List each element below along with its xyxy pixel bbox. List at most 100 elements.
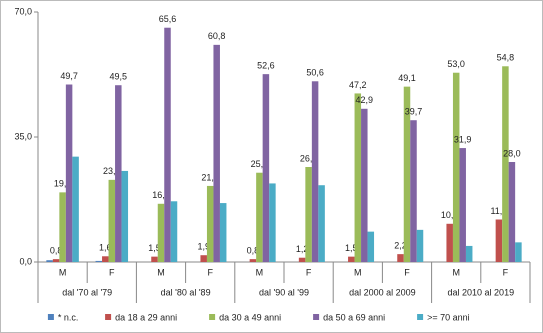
legend-label: da 30 a 49 anni xyxy=(219,312,281,322)
bar xyxy=(151,256,158,262)
bar xyxy=(318,185,325,262)
group-label: dal 2000 al 2009 xyxy=(349,287,416,297)
x-tick-label: F xyxy=(109,267,115,277)
data-label: 49,1 xyxy=(398,73,416,83)
bar xyxy=(502,66,509,263)
bar xyxy=(515,242,522,262)
group-label: dal '80 al '89 xyxy=(161,287,211,297)
data-label: 25,0 xyxy=(251,159,269,169)
bar xyxy=(367,231,375,262)
bar xyxy=(95,260,103,262)
legend-label: da 18 a 29 anni xyxy=(115,312,177,322)
data-label: 31,9 xyxy=(454,134,472,144)
data-label: 1,2 xyxy=(296,244,309,254)
bar xyxy=(65,84,73,262)
x-tick-label: M xyxy=(157,267,165,277)
bar xyxy=(446,223,453,262)
legend-label: * n.c. xyxy=(58,312,79,322)
bar xyxy=(298,257,306,262)
bar xyxy=(348,256,355,262)
x-tick-label: F xyxy=(404,267,410,277)
bar xyxy=(164,27,171,263)
data-label: 28,0 xyxy=(503,148,521,158)
legend-swatch xyxy=(313,314,320,320)
bar xyxy=(108,179,116,262)
data-label: 10,7 xyxy=(441,210,459,220)
bar xyxy=(200,255,207,262)
data-label: 23,0 xyxy=(103,166,121,176)
x-tick-label: M xyxy=(452,267,460,277)
legend-swatch xyxy=(417,314,424,320)
bar xyxy=(361,108,368,263)
legend-label: da 50 a 69 anni xyxy=(323,312,385,322)
data-label: 21,3 xyxy=(201,172,219,182)
data-label: 1,9 xyxy=(197,242,210,252)
bar xyxy=(121,170,129,262)
data-label: 39,7 xyxy=(405,107,423,117)
data-label: 42,9 xyxy=(356,95,374,105)
bar xyxy=(269,183,276,262)
group-label: dal '70 al '79 xyxy=(62,287,112,297)
data-label: 50,6 xyxy=(306,68,324,78)
legend-swatch xyxy=(105,314,112,320)
x-tick-label: F xyxy=(207,267,213,277)
bar xyxy=(311,81,319,263)
legend-label: >= 70 anni xyxy=(427,312,470,322)
legend-swatch xyxy=(47,314,54,320)
bar xyxy=(72,156,79,262)
data-label: 52,6 xyxy=(257,61,275,71)
data-label: 19,5 xyxy=(54,179,72,189)
data-label: 0,8 xyxy=(50,246,63,256)
data-label: 65,6 xyxy=(159,14,177,24)
bar xyxy=(459,148,466,262)
data-label: 54,8 xyxy=(497,53,515,63)
y-tick-label: 35,0 xyxy=(14,131,32,141)
group-label: dal '90 al '99 xyxy=(259,287,309,297)
bar xyxy=(52,259,60,262)
x-tick-label: M xyxy=(354,267,362,277)
bar xyxy=(206,185,214,262)
data-label: 2,2 xyxy=(394,241,407,251)
x-tick-label: M xyxy=(256,267,264,277)
bar xyxy=(262,74,270,263)
data-label: 1,5 xyxy=(148,243,161,253)
bar xyxy=(416,229,424,262)
bar xyxy=(495,219,503,262)
data-label: 47,2 xyxy=(349,80,367,90)
x-tick-label: F xyxy=(503,267,509,277)
data-label: 60,8 xyxy=(208,31,226,41)
x-tick-label: M xyxy=(59,267,67,277)
bar xyxy=(403,86,411,263)
data-label: 16,3 xyxy=(152,190,170,200)
bar xyxy=(354,93,362,262)
bar xyxy=(452,72,460,262)
bar xyxy=(256,172,263,262)
bar xyxy=(157,203,165,262)
y-tick-label: 0,0 xyxy=(19,256,32,266)
data-label: 49,5 xyxy=(110,72,128,82)
bar xyxy=(249,259,257,262)
x-tick-label: F xyxy=(306,267,312,277)
bar xyxy=(397,254,404,262)
data-label: 49,7 xyxy=(60,71,78,81)
bar xyxy=(102,256,109,262)
data-label: 53,0 xyxy=(447,59,465,69)
bar xyxy=(213,44,220,262)
bar xyxy=(170,201,178,262)
bar xyxy=(465,245,473,262)
bar xyxy=(46,260,53,262)
bar xyxy=(59,192,66,262)
bar xyxy=(305,167,312,262)
data-label: 11,9 xyxy=(490,206,507,216)
bar xyxy=(219,203,227,262)
legend-swatch xyxy=(209,314,216,320)
bar xyxy=(410,120,417,262)
data-label: 0,8 xyxy=(247,246,260,256)
data-label: 26,6 xyxy=(300,153,318,163)
group-label: dal 2010 al 2019 xyxy=(448,287,515,297)
bar xyxy=(115,85,122,262)
data-label: 1,6 xyxy=(99,243,112,253)
bar xyxy=(508,162,516,262)
